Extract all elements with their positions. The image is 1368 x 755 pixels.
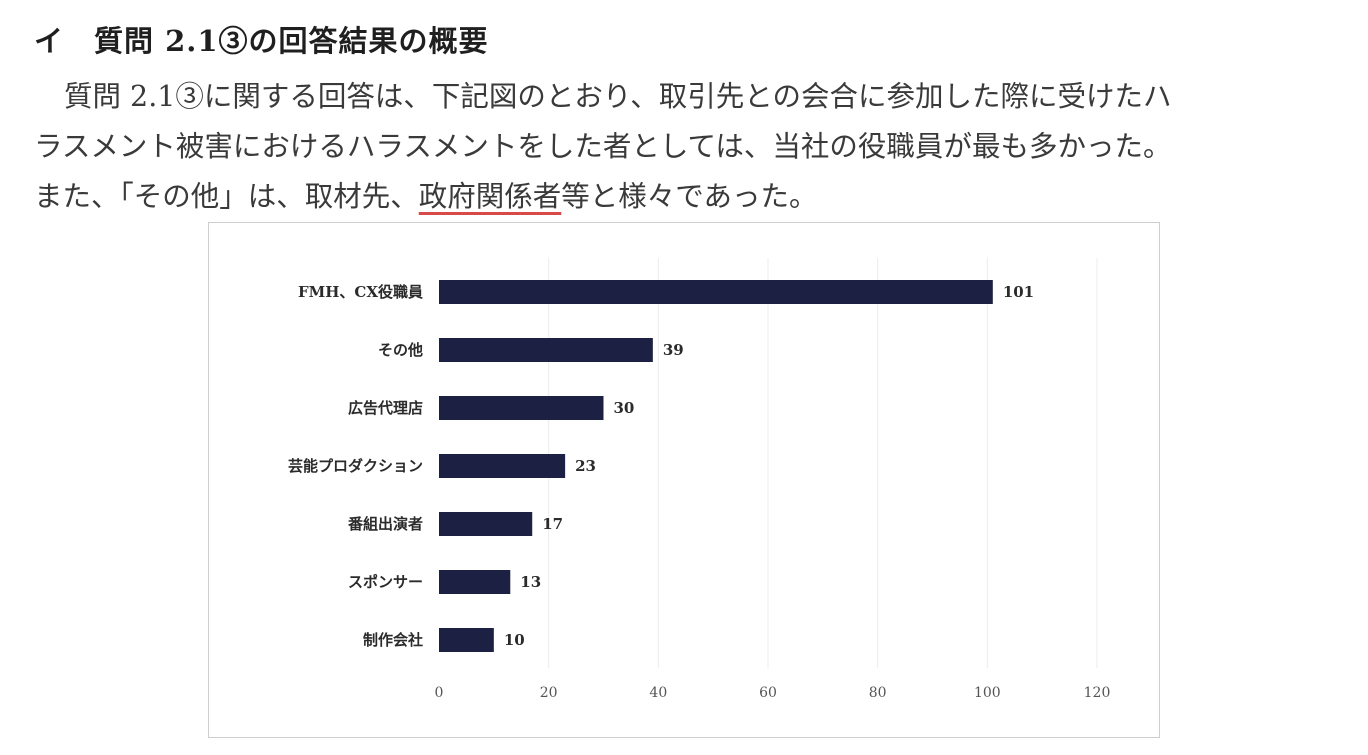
bar xyxy=(439,338,653,362)
data-label: 30 xyxy=(614,399,635,417)
paragraph-line-2: ラスメント被害におけるハラスメントをした者としては、当社の役職員が最も多かった。 xyxy=(34,130,1172,163)
bar xyxy=(439,512,533,536)
section-title: 質問 2.1③の回答結果の概要 xyxy=(94,24,489,58)
category-label: FMH、CX役職員 xyxy=(298,283,423,301)
chart-canvas: FMH、CX役職員 101 その他 39 広告代理店 30 芸能プロダクション 23 番組出演者… xyxy=(288,258,1111,701)
category-label: その他 xyxy=(378,341,423,359)
paragraph-line-3: また、「その他」は、取材先、政府関係者等と様々であった。 xyxy=(34,172,1344,222)
data-label: 101 xyxy=(1003,283,1034,301)
paragraph-line-3-post: 等と様々であった。 xyxy=(561,180,818,213)
section-marker: イ xyxy=(34,24,65,58)
x-tick-label: 80 xyxy=(869,685,887,701)
bar xyxy=(439,396,604,420)
x-tick-label: 100 xyxy=(974,685,1001,701)
paragraph-line-1: 質問 2.1③に関する回答は、下記図のとおり、取引先との会合に参加した際に受けた… xyxy=(64,80,1172,113)
section-heading: イ質問 2.1③の回答結果の概要 xyxy=(34,18,489,60)
x-tick-label: 0 xyxy=(435,685,444,701)
paragraph-line-3-pre: また、「その他」は、取材先、 xyxy=(34,180,419,213)
category-label: 広告代理店 xyxy=(348,399,423,417)
data-label: 17 xyxy=(542,515,563,533)
bar-chart: FMH、CX役職員 101 その他 39 広告代理店 30 芸能プロダクション 23 番組出演者… xyxy=(208,222,1160,738)
category-label: スポンサー xyxy=(348,573,423,591)
underlined-phrase: 政府関係者 xyxy=(418,180,562,213)
category-label: 制作会社 xyxy=(363,631,423,649)
category-label: 芸能プロダクション xyxy=(288,457,423,475)
x-tick-label: 60 xyxy=(759,685,777,701)
bar xyxy=(439,454,566,478)
data-label: 23 xyxy=(575,457,596,475)
bar xyxy=(439,280,993,304)
data-label: 39 xyxy=(663,341,684,359)
data-label: 13 xyxy=(520,573,541,591)
bar xyxy=(439,628,494,652)
summary-paragraph: 質問 2.1③に関する回答は、下記図のとおり、取引先との会合に参加した際に受けた… xyxy=(34,72,1344,222)
category-label: 番組出演者 xyxy=(347,515,423,533)
x-tick-label: 40 xyxy=(649,685,667,701)
bar xyxy=(439,570,511,594)
x-tick-label: 20 xyxy=(540,685,558,701)
x-tick-label: 120 xyxy=(1084,685,1111,701)
data-label: 10 xyxy=(504,631,525,649)
